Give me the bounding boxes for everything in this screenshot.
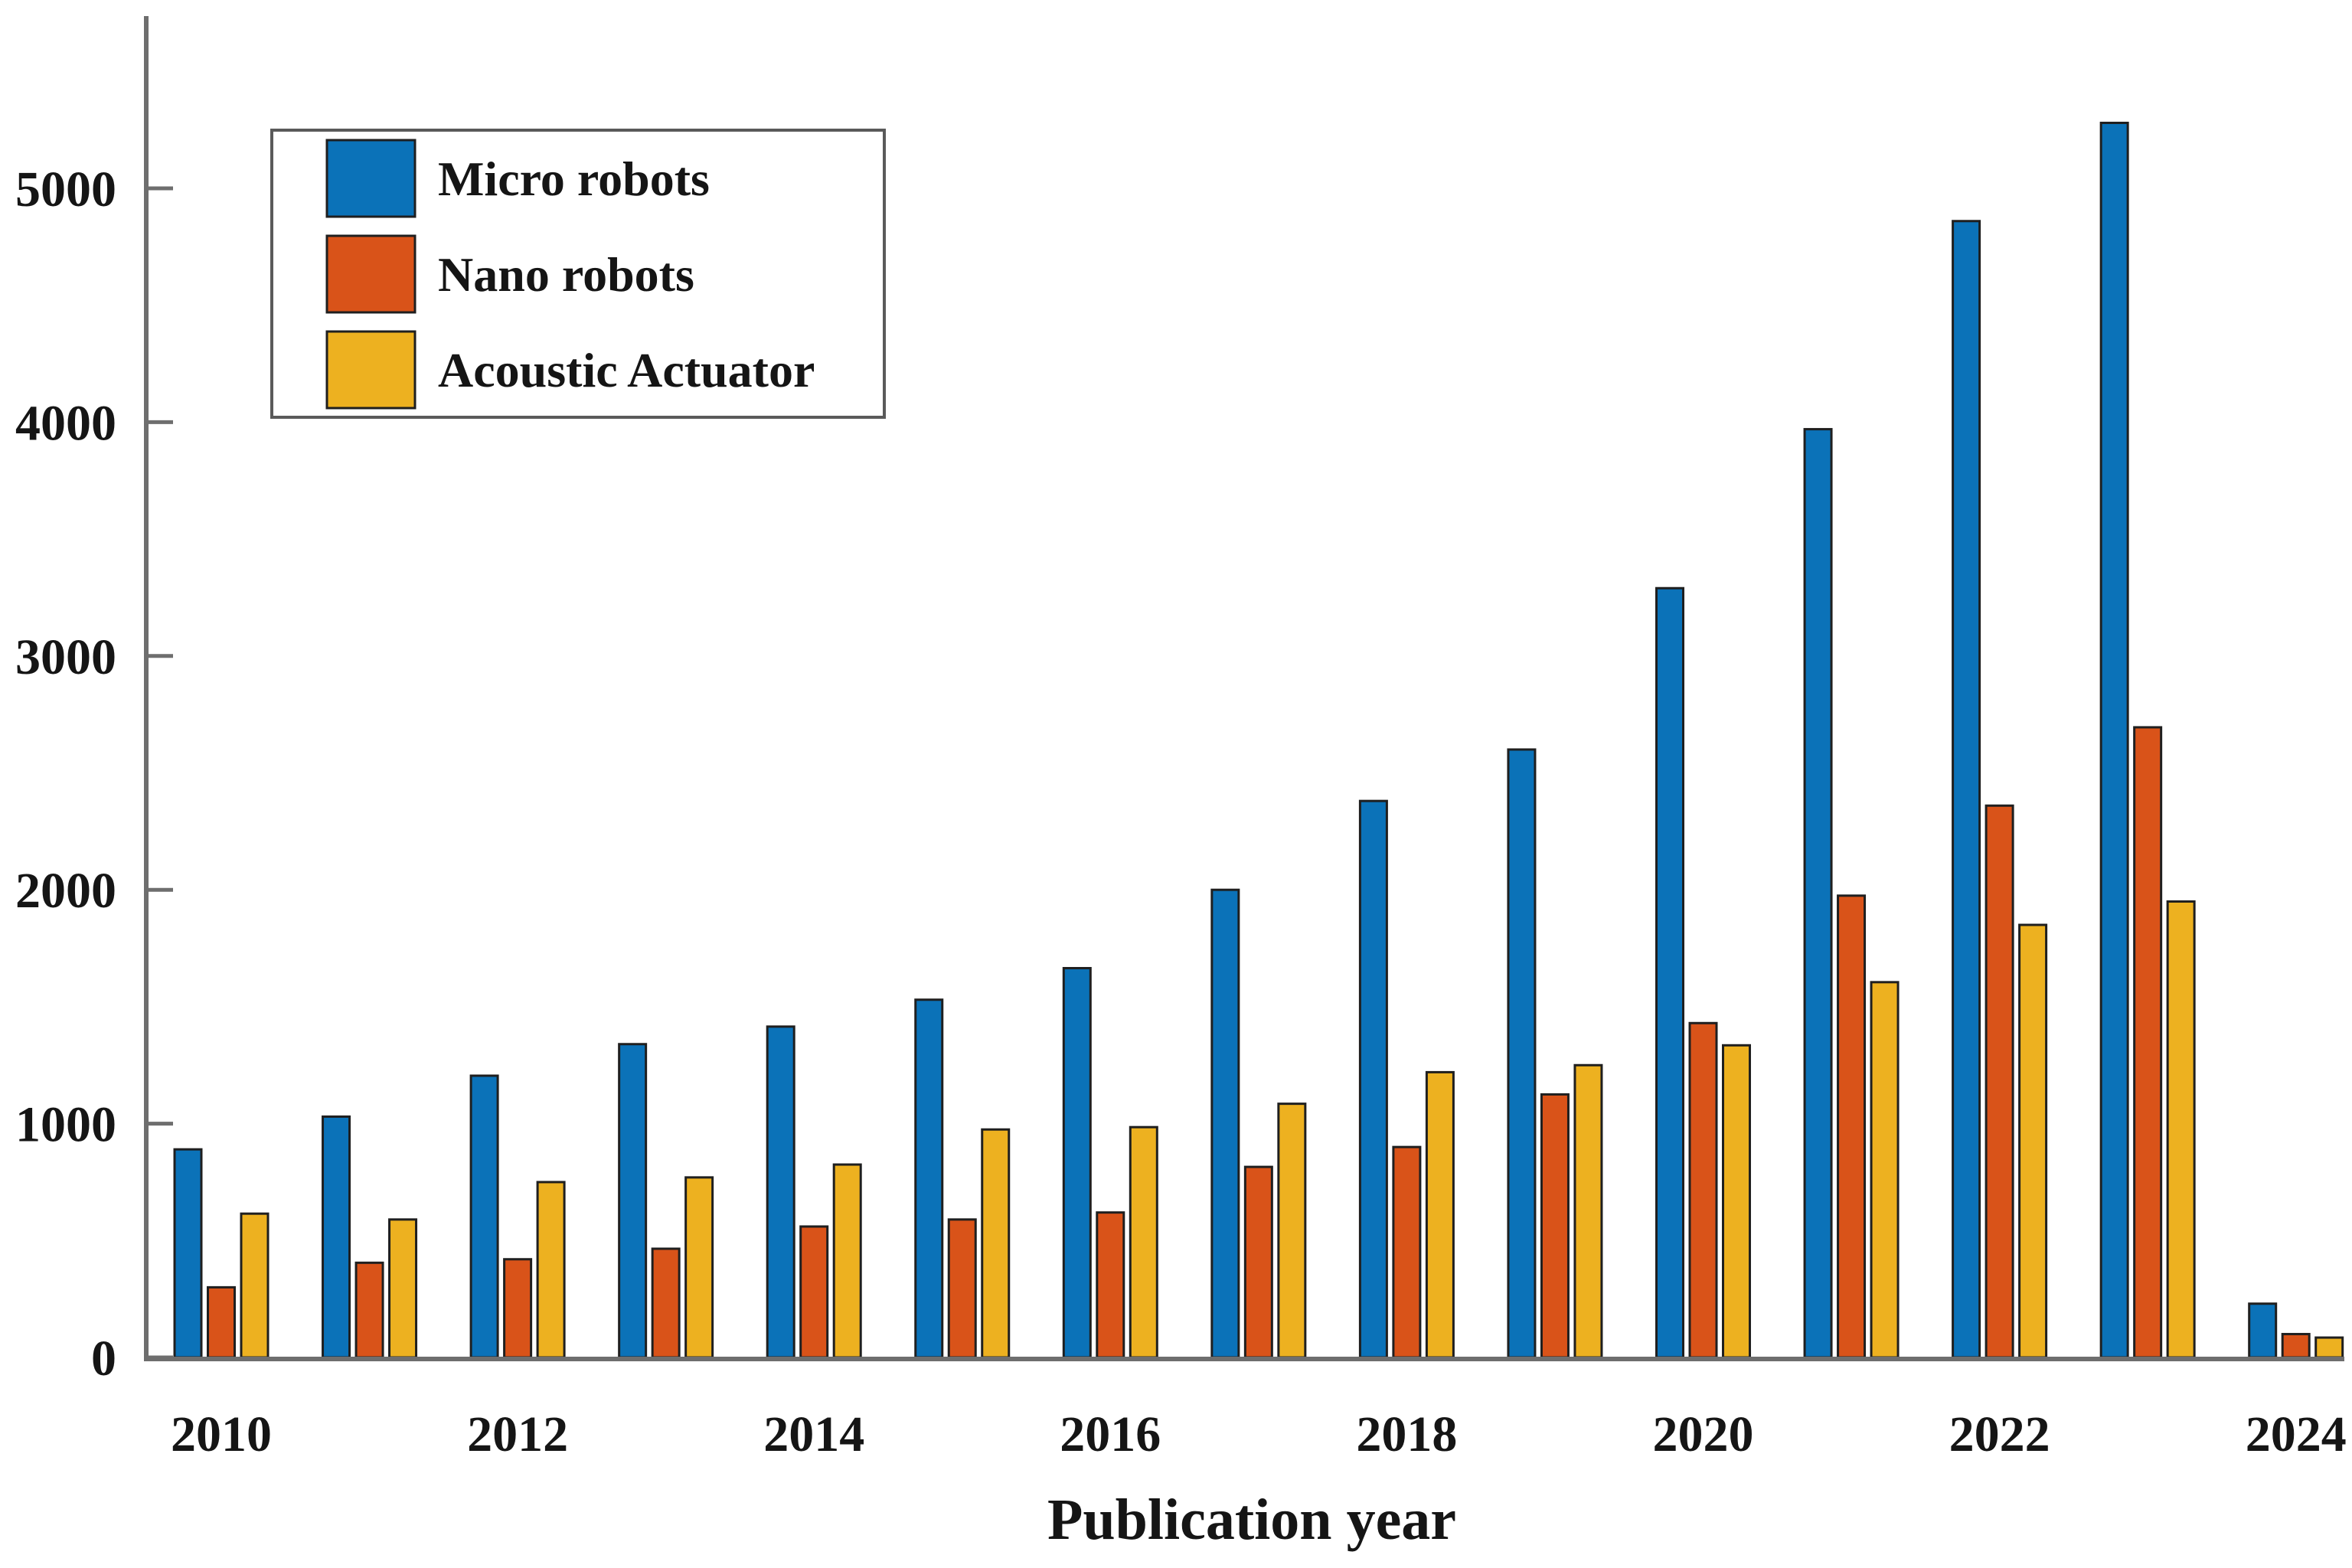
bar-acoustic-actuator-2021 [1870,981,1900,1359]
bar-acoustic-actuator-2024 [2314,1336,2344,1359]
x-tick-label: 2010 [171,1406,272,1462]
bar-micro-robots-2020 [1655,586,1684,1359]
bar-micro-robots-2010 [173,1148,203,1359]
x-tick-label: 2020 [1653,1406,1754,1462]
bar-nano-robots-2011 [354,1261,384,1359]
bar-acoustic-actuator-2016 [1129,1125,1158,1359]
y-tick-label: 1000 [15,1097,116,1153]
bar-micro-robots-2018 [1358,799,1388,1359]
bar-acoustic-actuator-2013 [684,1176,714,1359]
bar-acoustic-actuator-2012 [536,1181,566,1359]
bar-nano-robots-2017 [1243,1165,1273,1359]
bar-micro-robots-2013 [618,1043,648,1359]
x-tick-label: 2014 [763,1406,864,1462]
legend-label-nano-robots: Nano robots [438,247,694,302]
bar-nano-robots-2021 [1837,894,1867,1359]
y-tick-label: 4000 [15,395,116,451]
bar-nano-robots-2015 [947,1218,977,1359]
legend-label-acoustic-actuator: Acoustic Actuator [438,343,815,397]
legend-swatch-nano-robots [325,234,416,314]
bar-acoustic-actuator-2017 [1277,1102,1307,1359]
y-tick-label: 3000 [15,629,116,685]
bar-nano-robots-2018 [1392,1145,1422,1359]
bar-micro-robots-2011 [322,1115,351,1359]
bar-nano-robots-2014 [799,1225,829,1359]
bar-micro-robots-2015 [914,998,944,1359]
x-tick-label: 2016 [1060,1406,1161,1462]
x-tick-label: 2012 [467,1406,568,1462]
bar-acoustic-actuator-2022 [2018,923,2048,1359]
bar-nano-robots-2016 [1096,1211,1125,1359]
bar-micro-robots-2021 [1803,428,1833,1359]
legend-swatch-acoustic-actuator [325,330,416,410]
y-tick-label: 0 [91,1331,116,1387]
bar-acoustic-actuator-2014 [832,1163,862,1359]
bar-nano-robots-2010 [207,1285,236,1359]
bar-nano-robots-2020 [1688,1021,1718,1359]
bar-nano-robots-2013 [651,1247,681,1359]
bar-acoustic-actuator-2018 [1425,1070,1455,1359]
legend: Micro robots Nano robots Acoustic Actuator [270,129,886,419]
bar-micro-robots-2022 [1952,220,1981,1359]
bar-acoustic-actuator-2015 [981,1128,1011,1359]
bar-micro-robots-2023 [2099,121,2129,1359]
x-labels-layer: 2010 2012 2014 2016 2018 2020 2022 2024 [171,1406,2347,1462]
bar-acoustic-actuator-2010 [240,1212,270,1359]
bar-nano-robots-2023 [2133,726,2163,1359]
bar-acoustic-actuator-2023 [2166,900,2196,1359]
bar-micro-robots-2017 [1210,888,1240,1359]
bar-acoustic-actuator-2019 [1573,1063,1603,1359]
bar-nano-robots-2024 [2281,1332,2311,1359]
bar-micro-robots-2014 [766,1025,795,1359]
legend-label-micro-robots: Micro robots [438,152,710,206]
bar-nano-robots-2022 [1984,804,2014,1359]
bar-acoustic-actuator-2011 [388,1218,418,1359]
bar-micro-robots-2019 [1507,748,1537,1359]
bar-micro-robots-2012 [469,1074,499,1359]
axes-layer [144,16,2344,1361]
y-tick-layer: 0 1000 2000 3000 4000 5000 [15,162,173,1387]
legend-swatch-micro-robots [325,139,416,218]
bar-micro-robots-2024 [2248,1302,2278,1359]
y-tick-label: 5000 [15,162,116,217]
x-tick-label: 2018 [1356,1406,1457,1462]
x-tick-label: 2024 [2246,1406,2347,1462]
bar-acoustic-actuator-2020 [1722,1044,1751,1359]
bar-nano-robots-2019 [1540,1093,1570,1359]
bar-micro-robots-2016 [1062,967,1092,1359]
x-tick-label: 2022 [1949,1406,2050,1462]
y-tick-label: 2000 [15,863,116,919]
bar-nano-robots-2012 [503,1258,533,1359]
x-axis-title: Publication year [1047,1488,1456,1552]
